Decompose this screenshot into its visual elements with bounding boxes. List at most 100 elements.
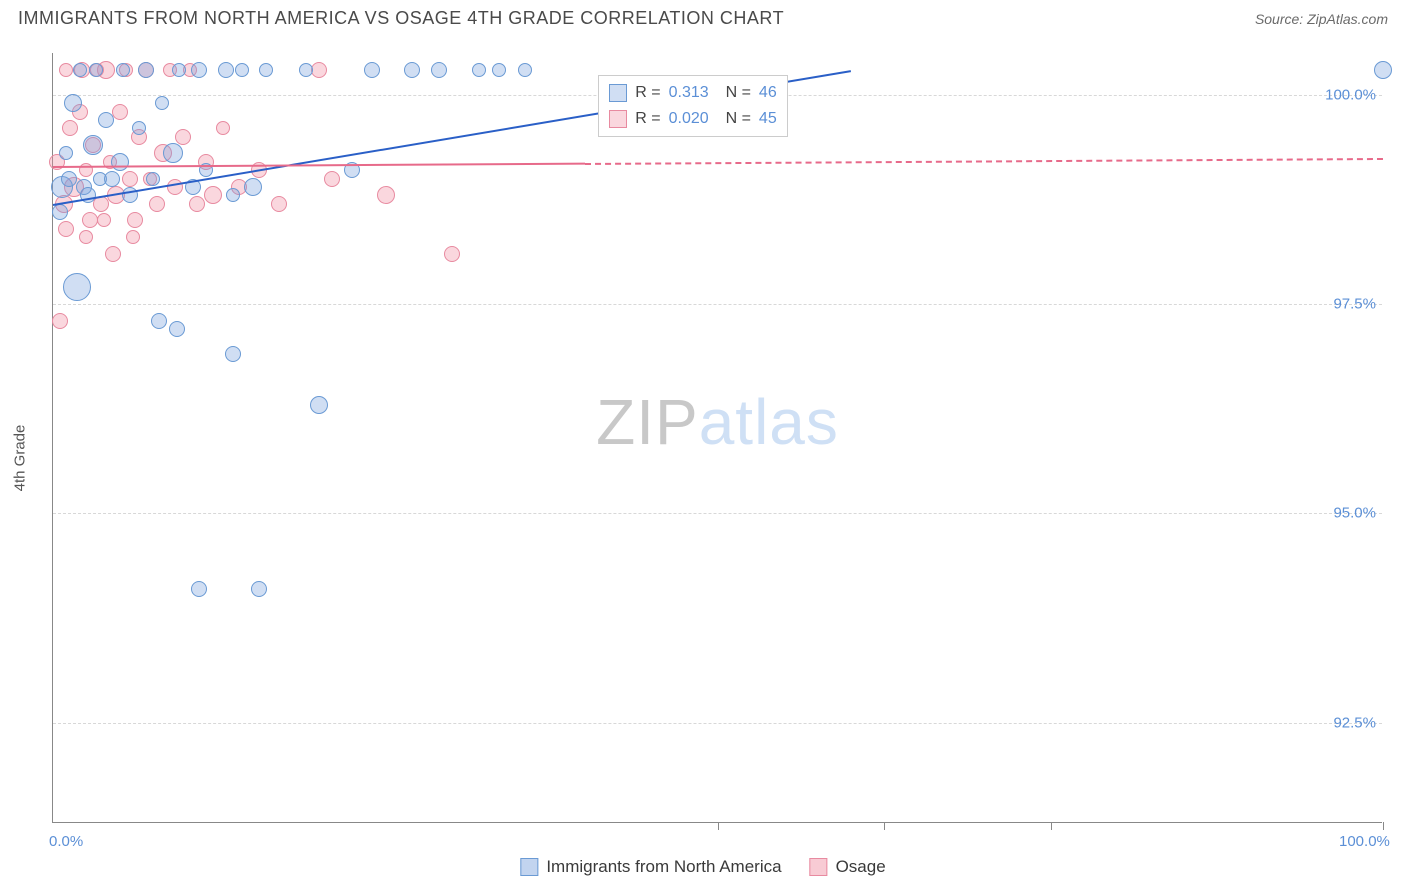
y-tick-label: 97.5% [1333,296,1376,313]
data-point [138,62,154,78]
data-point [89,63,103,77]
chart-source: Source: ZipAtlas.com [1255,11,1388,27]
data-point [204,186,222,204]
data-point [127,212,143,228]
data-point [364,62,380,78]
data-point [79,230,93,244]
bottom-legend-label: Immigrants from North America [546,857,781,877]
bottom-legend-label: Osage [836,857,886,877]
legend-r-label: R = [635,84,660,102]
data-point [444,246,460,262]
data-point [105,246,121,262]
data-point [472,63,486,77]
legend-n-value: 45 [759,110,777,128]
data-point [59,146,73,160]
data-point [122,171,138,187]
y-tick-label: 92.5% [1333,714,1376,731]
data-point [216,121,230,135]
bottom-legend-item: Immigrants from North America [520,857,781,877]
data-point [73,63,87,77]
data-point [116,63,130,77]
legend-n-label: N = [717,110,751,128]
data-point [126,230,140,244]
data-point [271,196,287,212]
gridline [53,723,1382,724]
gridline [53,304,1382,305]
data-point [404,62,420,78]
legend-row: R = 0.020 N = 45 [609,106,776,132]
data-point [299,63,313,77]
data-point [311,62,327,78]
legend-n-value: 46 [759,84,777,102]
data-point [1374,61,1392,79]
data-point [492,63,506,77]
watermark: ZIPatlas [596,385,839,459]
chart-container: 4th Grade ZIPatlas 92.5% 95.0% 97.5% 100.0%… [0,33,1406,883]
data-point [226,188,240,202]
data-point [52,204,68,220]
x-tick [718,822,719,830]
data-point [377,186,395,204]
data-point [235,63,249,77]
x-tick [1051,822,1052,830]
data-point [151,313,167,329]
data-point [61,171,77,187]
chart-header: IMMIGRANTS FROM NORTH AMERICA VS OSAGE 4… [0,0,1406,33]
watermark-atlas: atlas [699,386,839,458]
trend-line [53,163,585,168]
bottom-legend-item: Osage [810,857,886,877]
data-point [52,313,68,329]
data-point [163,143,183,163]
data-point [64,94,82,112]
data-point [83,135,103,155]
data-point [218,62,234,78]
data-point [172,63,186,77]
data-point [132,121,146,135]
legend-r-label: R = [635,110,660,128]
x-tick-label: 100.0% [1339,833,1390,850]
data-point [97,213,111,227]
data-point [259,63,273,77]
data-point [191,62,207,78]
data-point [155,96,169,110]
data-point [62,120,78,136]
x-tick-label: 0.0% [49,833,83,850]
data-point [431,62,447,78]
data-point [244,178,262,196]
data-point [310,396,328,414]
trend-line [585,158,1383,165]
data-point [225,346,241,362]
data-point [146,172,160,186]
data-point [518,63,532,77]
chart-title: IMMIGRANTS FROM NORTH AMERICA VS OSAGE 4… [18,8,784,29]
data-point [191,581,207,597]
data-point [98,112,114,128]
legend-swatch [810,858,828,876]
data-point [63,273,91,301]
x-tick [1383,822,1384,830]
plot-area: ZIPatlas 92.5%95.0%97.5%100.0%0.0%100.0%… [52,53,1382,823]
data-point [324,171,340,187]
data-point [167,179,183,195]
legend-swatch [520,858,538,876]
legend-swatch [609,84,627,102]
legend-r-value: 0.313 [669,84,709,102]
data-point [251,581,267,597]
data-point [175,129,191,145]
data-point [104,171,120,187]
data-point [58,221,74,237]
legend-n-label: N = [717,84,751,102]
data-point [149,196,165,212]
data-point [59,63,73,77]
gridline [53,513,1382,514]
y-tick-label: 95.0% [1333,505,1376,522]
legend-row: R = 0.313 N = 46 [609,80,776,106]
data-point [189,196,205,212]
data-point [111,153,129,171]
data-point [169,321,185,337]
y-tick-label: 100.0% [1325,86,1376,103]
watermark-zip: ZIP [596,386,699,458]
legend-swatch [609,110,627,128]
y-axis-label: 4th Grade [12,425,29,492]
x-tick [884,822,885,830]
